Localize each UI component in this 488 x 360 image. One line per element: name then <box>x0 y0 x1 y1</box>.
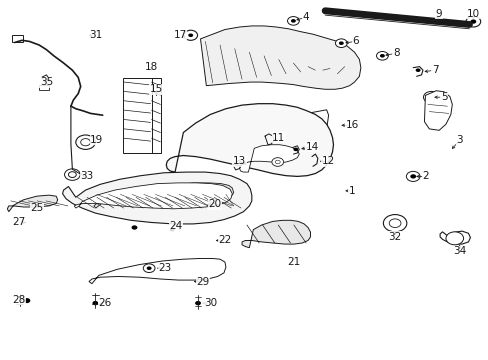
Circle shape <box>445 232 463 245</box>
Circle shape <box>469 19 475 24</box>
Circle shape <box>379 54 384 58</box>
Text: 8: 8 <box>392 48 399 58</box>
Circle shape <box>287 17 299 25</box>
Polygon shape <box>306 110 328 134</box>
Bar <box>39 85 49 90</box>
Circle shape <box>423 91 438 103</box>
Text: 11: 11 <box>271 132 285 143</box>
Text: 35: 35 <box>40 77 53 87</box>
Polygon shape <box>123 78 151 153</box>
Circle shape <box>23 298 30 303</box>
Circle shape <box>92 301 98 305</box>
Text: 14: 14 <box>305 142 318 152</box>
Text: 24: 24 <box>169 221 183 231</box>
Circle shape <box>427 95 434 100</box>
Polygon shape <box>150 78 161 153</box>
Circle shape <box>131 225 137 230</box>
Text: 23: 23 <box>158 263 172 273</box>
Polygon shape <box>74 183 232 209</box>
Circle shape <box>275 160 280 164</box>
Circle shape <box>81 139 90 146</box>
Circle shape <box>169 228 174 231</box>
Circle shape <box>271 158 283 166</box>
Text: 31: 31 <box>88 30 102 40</box>
Text: 3: 3 <box>455 135 462 145</box>
Polygon shape <box>94 183 233 208</box>
Text: 19: 19 <box>90 135 103 145</box>
Text: 9: 9 <box>435 9 442 19</box>
Circle shape <box>146 266 151 270</box>
Text: 6: 6 <box>352 36 359 46</box>
Polygon shape <box>166 104 333 176</box>
Text: 18: 18 <box>144 62 158 72</box>
Text: 27: 27 <box>12 217 25 228</box>
Text: 34: 34 <box>452 246 466 256</box>
Polygon shape <box>242 220 310 248</box>
Text: 16: 16 <box>345 120 358 130</box>
Circle shape <box>338 41 343 45</box>
Text: 10: 10 <box>466 9 479 19</box>
Text: 12: 12 <box>321 156 335 166</box>
Circle shape <box>376 51 387 60</box>
Text: 17: 17 <box>173 30 186 40</box>
Circle shape <box>68 172 76 177</box>
Polygon shape <box>439 231 469 244</box>
Text: 25: 25 <box>30 203 43 213</box>
Circle shape <box>183 30 197 40</box>
Circle shape <box>465 16 480 27</box>
Text: 5: 5 <box>440 92 447 102</box>
Circle shape <box>383 215 406 232</box>
Circle shape <box>143 264 155 273</box>
Circle shape <box>293 148 298 151</box>
Text: 32: 32 <box>387 232 401 242</box>
Circle shape <box>415 68 420 72</box>
Circle shape <box>290 19 295 23</box>
Circle shape <box>76 135 95 149</box>
Text: 7: 7 <box>431 65 438 75</box>
Bar <box>12 35 23 42</box>
Text: 13: 13 <box>232 156 246 166</box>
Text: 21: 21 <box>286 257 300 267</box>
Circle shape <box>64 169 80 180</box>
Circle shape <box>406 171 419 181</box>
Text: 20: 20 <box>208 199 221 210</box>
Circle shape <box>195 301 201 305</box>
Text: 26: 26 <box>98 298 112 308</box>
Polygon shape <box>200 26 360 89</box>
Text: 30: 30 <box>203 298 216 308</box>
Circle shape <box>409 174 415 179</box>
Text: 33: 33 <box>80 171 94 181</box>
Text: 28: 28 <box>12 294 25 305</box>
Text: 15: 15 <box>149 84 163 94</box>
Text: 4: 4 <box>302 12 308 22</box>
Text: 1: 1 <box>348 186 355 196</box>
Polygon shape <box>89 258 225 284</box>
Polygon shape <box>62 172 251 224</box>
Text: 2: 2 <box>421 171 428 181</box>
Polygon shape <box>424 91 451 130</box>
Polygon shape <box>7 195 58 212</box>
Polygon shape <box>239 145 299 172</box>
Text: 22: 22 <box>218 235 231 246</box>
Text: 29: 29 <box>196 276 209 287</box>
Circle shape <box>388 219 400 228</box>
Circle shape <box>335 39 346 48</box>
Circle shape <box>188 33 193 37</box>
